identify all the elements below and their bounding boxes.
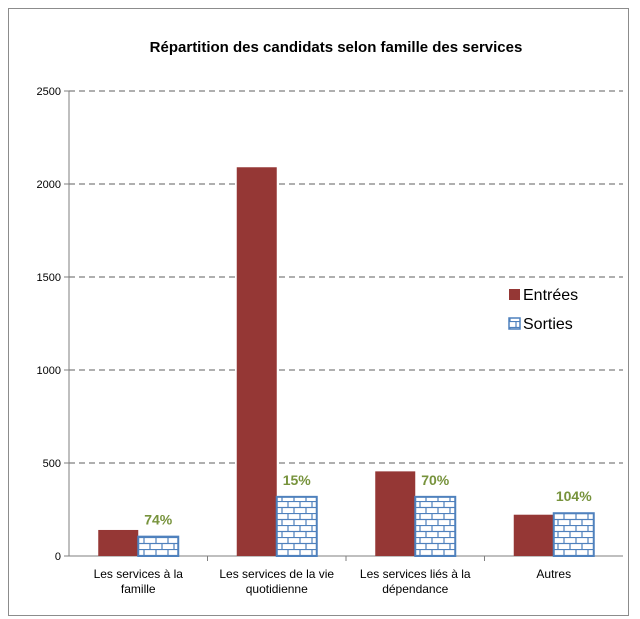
- x-tick-label: Les services liés à la: [360, 567, 471, 581]
- y-tick-label: 0: [55, 551, 61, 563]
- x-tick-label: Les services de la vie: [219, 567, 334, 581]
- bar-entrees: [98, 529, 139, 556]
- bar-entrees: [375, 471, 416, 556]
- legend-label-sorties: Sorties: [523, 316, 573, 333]
- percent-label: 70%: [421, 472, 450, 488]
- chart-frame: Répartition des candidats selon famille …: [8, 8, 629, 616]
- bar-sorties: [137, 535, 180, 558]
- x-tick-label: famille: [121, 582, 156, 596]
- y-tick-label: 500: [43, 458, 61, 470]
- y-tick-label: 1000: [37, 365, 61, 377]
- bar-chart: Répartition des candidats selon famille …: [37, 39, 623, 596]
- percent-label: 104%: [556, 488, 592, 504]
- legend-swatch-entrees: [509, 289, 520, 300]
- x-tick-label: dépendance: [382, 582, 448, 596]
- x-tick-label: Les services à la: [94, 567, 184, 581]
- percent-label: 74%: [144, 512, 173, 528]
- y-tick-label: 2500: [37, 86, 61, 98]
- bar-entrees: [513, 514, 554, 556]
- bar-sorties: [414, 495, 457, 557]
- bar-sorties: [552, 512, 595, 557]
- x-tick-label: quotidienne: [246, 582, 308, 596]
- legend-swatch-sorties: [508, 317, 521, 330]
- chart-title: Répartition des candidats selon famille …: [150, 39, 523, 56]
- legend-label-entrees: Entrées: [523, 287, 578, 304]
- bar-sorties: [275, 495, 318, 557]
- y-tick-label: 2000: [37, 179, 61, 191]
- x-tick-label: Autres: [536, 567, 571, 581]
- percent-label: 15%: [283, 472, 312, 488]
- bar-entrees: [236, 167, 277, 556]
- y-tick-label: 1500: [37, 272, 61, 284]
